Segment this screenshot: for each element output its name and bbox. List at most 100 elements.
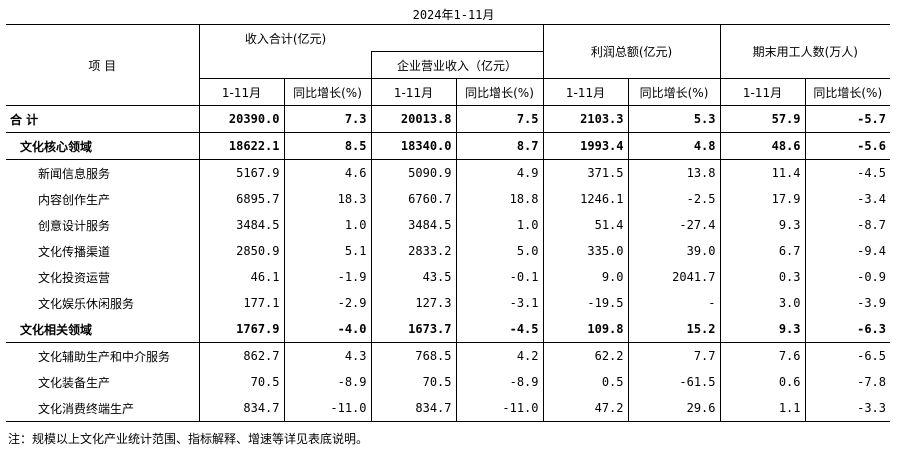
header-income-total-label: 收入合计(亿元): [244, 31, 327, 46]
cell-value: 7.6: [778, 349, 801, 363]
cell-value: 3484.5: [236, 218, 280, 232]
header-enterprise-income: 企业营业收入（亿元）: [370, 51, 544, 79]
cell-yoy: 15.2: [627, 316, 721, 343]
cell-yoy: -3.3: [804, 395, 890, 422]
cell-value: 335.0: [587, 244, 624, 258]
header-yoy-4: 同比增长(%): [804, 78, 890, 106]
cell-yoy: 18.8: [455, 186, 544, 212]
cell-yoy: 5.0: [455, 238, 544, 264]
cell-value: -19.5: [587, 296, 624, 310]
cell-yoy: -4.5: [455, 316, 544, 343]
cell-yoy: -1.9: [283, 264, 372, 290]
cell-value: 62.2: [594, 349, 624, 363]
header-yoy-3: 同比增长(%): [627, 78, 721, 106]
header-profit: 利润总额(亿元): [543, 24, 721, 79]
header-employment: 期末用工人数(万人): [720, 24, 890, 79]
row-label: 文化投资运营: [6, 264, 200, 290]
cell-yoy: -3.1: [455, 290, 544, 316]
cell-yoy: -3.9: [804, 290, 890, 316]
row-label: 内容创作生产: [6, 186, 200, 212]
cell-value: 1673.7: [371, 316, 456, 343]
cell-value: 9.3: [778, 218, 801, 232]
cell-yoy: -61.5: [627, 369, 721, 395]
row-label: 文化娱乐休闲服务: [6, 290, 200, 316]
cell-yoy: -8.7: [804, 212, 890, 238]
table-row: 创意设计服务 3484.5 1.0 3484.5 1.0 51.4 -27.4 9.3 -8.7: [6, 212, 890, 238]
table-row: 文化娱乐休闲服务 177.1 -2.9 127.3 -3.1 -19.5- 3.0 -3.9: [6, 290, 890, 316]
cell-yoy: 8.5: [283, 132, 372, 160]
cell-yoy: -27.4: [627, 212, 721, 238]
cell-value: 834.7: [371, 395, 456, 422]
table-body: 合 计 20390.0 7.3 20013.8 7.5 2103.3 5.3 57.9 -5.7…: [6, 105, 890, 422]
cell-value: 48.6: [720, 132, 805, 160]
cell-value: 51.4: [594, 218, 624, 232]
cell-yoy: 7.3: [283, 105, 372, 133]
cell-yoy: -6.5: [804, 342, 890, 369]
table-row: 文化传播渠道 2850.9 5.1 2833.2 5.0 335.0 39.0 6.7 -9.4: [6, 238, 890, 264]
cell-yoy: 5.1: [283, 238, 372, 264]
header-period-1: 1-11月: [199, 78, 284, 106]
table-row: 文化相关领域 1767.9 -4.0 1673.7 -4.5 109.8 15.2 9.3 -6…: [6, 316, 890, 343]
cell-yoy: -9.4: [804, 238, 890, 264]
cell-value: 2833.2: [408, 244, 452, 258]
header-yoy-1: 同比增长(%): [283, 78, 372, 106]
table-row: 文化装备生产 70.5 -8.9 70.5 -8.9 0.5 -61.5 0.6 -7.8: [6, 369, 890, 395]
cell-yoy: -8.9: [283, 369, 372, 395]
cell-yoy: 7.7: [627, 342, 721, 369]
cell-yoy: -7.8: [804, 369, 890, 395]
cell-value: 47.2: [543, 395, 628, 422]
statistics-table: 项 目 收入合计(亿元) 利润总额(亿元) 期末用工人数(万人) 企业营业收入（…: [6, 24, 890, 422]
row-label: 创意设计服务: [6, 212, 200, 238]
table-title: 2024年1-11月: [412, 8, 495, 22]
cell-yoy: -8.9: [455, 369, 544, 395]
cell-value: 43.5: [422, 270, 452, 284]
header-spacer: [199, 52, 371, 79]
cell-value: 20390.0: [199, 105, 284, 133]
header-yoy-2: 同比增长(%): [455, 78, 544, 106]
cell-value: 6.7: [778, 244, 801, 258]
cell-yoy: 7.5: [455, 105, 544, 133]
cell-yoy: 39.0: [627, 238, 721, 264]
cell-value: 0.3: [778, 270, 801, 284]
cell-value: 18622.1: [199, 132, 284, 160]
cell-yoy: -4.5: [804, 159, 890, 186]
cell-yoy: 4.8: [627, 132, 721, 160]
cell-value: 1246.1: [580, 192, 624, 206]
table-row: 文化核心领域 18622.1 8.5 18340.0 8.7 1993.4 4.8 48.6-…: [6, 132, 890, 160]
cell-yoy: -3.4: [804, 186, 890, 212]
cell-yoy: -0.9: [804, 264, 890, 290]
cell-yoy: -0.1: [455, 264, 544, 290]
cell-value: 57.9: [720, 105, 805, 133]
cell-yoy: -2.5: [627, 186, 721, 212]
cell-value: 0.6: [778, 375, 801, 389]
cell-yoy: 18.3: [283, 186, 372, 212]
cell-value: 18340.0: [371, 132, 456, 160]
cell-yoy: 1.0: [455, 212, 544, 238]
row-label: 文化装备生产: [6, 369, 200, 395]
cell-value: 6760.7: [408, 192, 452, 206]
table-row: 内容创作生产 6895.7 18.3 6760.7 18.8 1246.1 -2.5 17.9…: [6, 186, 890, 212]
cell-yoy: 29.6: [627, 395, 721, 422]
table-row: 文化辅助生产和中介服务 862.7 4.3 768.5 4.2 62.2 7.7 7.6 -6.…: [6, 342, 890, 369]
table-row: 合 计 20390.0 7.3 20013.8 7.5 2103.3 5.3 57.9 -5.7: [6, 105, 890, 133]
row-label: 文化辅助生产和中介服务: [6, 342, 200, 369]
cell-value: 1.1: [720, 395, 805, 422]
cell-yoy: 5.3: [627, 105, 721, 133]
cell-value: 3.0: [778, 296, 801, 310]
header-income-total: 收入合计(亿元): [199, 24, 544, 52]
cell-yoy: 13.8: [627, 159, 721, 186]
cell-value: 6895.7: [236, 192, 280, 206]
cell-value: 109.8: [543, 316, 628, 343]
cell-value: 20013.8: [371, 105, 456, 133]
cell-value: 1993.4: [543, 132, 628, 160]
cell-value: 5090.9: [408, 166, 452, 180]
cell-yoy: 2041.7: [627, 264, 721, 290]
cell-value: 127.3: [415, 296, 452, 310]
cell-yoy: 4.6: [283, 159, 372, 186]
cell-value: 2103.3: [543, 105, 628, 133]
cell-value: 0.5: [601, 375, 624, 389]
cell-value: 768.5: [415, 349, 452, 363]
row-label: 文化相关领域: [6, 316, 200, 343]
cell-yoy: -5.6: [804, 132, 890, 160]
header-item: 项 目: [6, 24, 200, 106]
